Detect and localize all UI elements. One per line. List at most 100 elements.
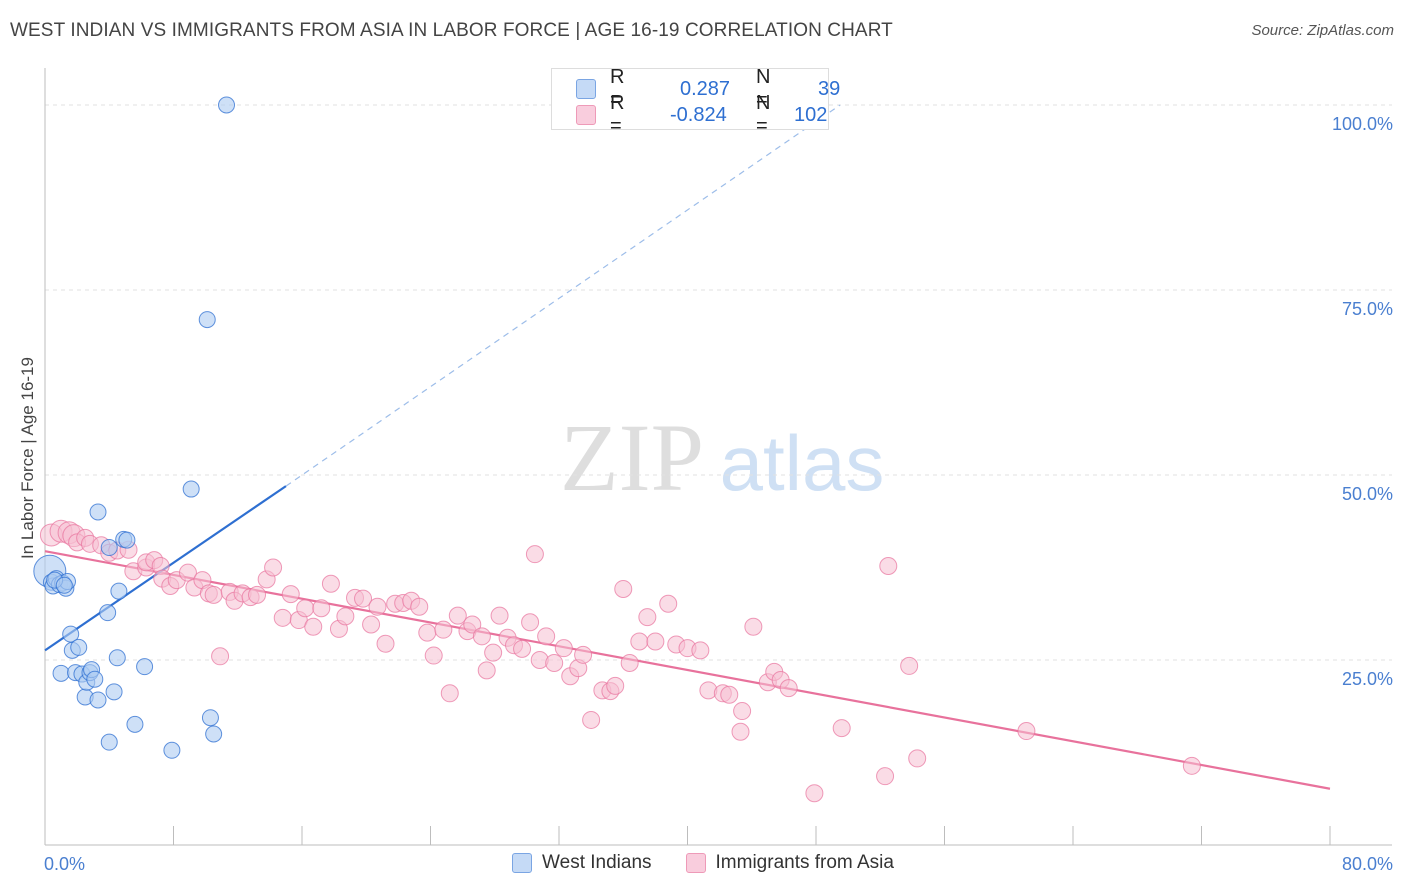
source-note: Source: ZipAtlas.com <box>1251 22 1394 39</box>
pink-point <box>744 617 763 636</box>
watermark-zip: ZIP <box>560 404 704 511</box>
stats-legend: R = 0.287 N = 39 R = -0.824 N = 102 <box>551 66 840 137</box>
legend-item-west-indians: West Indians <box>512 852 652 874</box>
legend-item-immigrants-from-asia: Immigrants from Asia <box>685 852 894 874</box>
pink-point <box>304 617 323 636</box>
pink-point <box>731 722 750 741</box>
pink-point <box>477 661 496 680</box>
blue-point <box>100 733 118 751</box>
pink-point <box>248 585 267 604</box>
y-tick-label: 100.0% <box>1332 114 1393 134</box>
pink-point <box>362 615 381 634</box>
pink-point <box>204 585 223 604</box>
pink-point <box>296 599 315 618</box>
pink-point <box>614 579 633 598</box>
pink-point <box>691 641 710 660</box>
pink-point <box>448 606 467 625</box>
pink-point <box>312 599 331 618</box>
pink-point <box>368 597 387 616</box>
blue-point <box>198 311 216 329</box>
legend-label-immigrants-from-asia: Immigrants from Asia <box>715 852 894 873</box>
pink-point <box>1017 722 1036 741</box>
pink-point <box>321 574 340 593</box>
pink-point <box>646 632 665 651</box>
pink-point <box>900 656 919 675</box>
blue-point <box>89 503 107 521</box>
legend-label-west-indians: West Indians <box>542 852 652 873</box>
blue-point <box>205 725 223 743</box>
pink-point <box>908 749 927 768</box>
pink-point <box>424 646 443 665</box>
pink-point <box>620 653 639 672</box>
pink-point <box>273 608 292 627</box>
pink-point <box>525 545 544 564</box>
pink-point <box>805 784 824 803</box>
pink-point <box>281 585 300 604</box>
blue-point <box>89 691 107 709</box>
pink-point <box>490 606 509 625</box>
pink-point <box>530 651 549 669</box>
blue-point <box>99 604 117 622</box>
n-label: N = <box>756 66 771 111</box>
pink-point <box>376 634 395 653</box>
pink-point <box>779 679 798 698</box>
pink-point <box>484 643 503 662</box>
west-indians-points <box>33 96 236 759</box>
immigrants-from-asia-points <box>39 519 1201 803</box>
x-tick-label: 0.0% <box>44 854 85 874</box>
pink-point <box>1182 756 1201 775</box>
pink-point <box>537 627 556 646</box>
pink-point <box>440 684 459 703</box>
r-label: R = <box>610 66 625 111</box>
gridlines <box>45 104 1392 661</box>
pink-point <box>638 608 657 627</box>
pink-point <box>211 647 230 666</box>
pink-point <box>264 558 283 577</box>
blue-point <box>52 664 70 682</box>
y-tick-label: 50.0% <box>1342 484 1393 504</box>
pink-point <box>733 702 752 721</box>
blue-point <box>105 683 123 701</box>
blue-point <box>108 649 126 667</box>
pink-point <box>832 719 851 738</box>
blue-point <box>86 670 104 688</box>
y-tick-label: 75.0% <box>1342 299 1393 319</box>
pink-point <box>659 594 678 613</box>
watermark: ZIP atlas <box>560 404 884 511</box>
pink-point <box>879 557 898 576</box>
blue-point <box>118 531 136 549</box>
n-label: N = <box>756 92 771 137</box>
pink-point <box>606 676 625 695</box>
pink-point <box>463 615 482 634</box>
pink-point <box>630 632 649 651</box>
chart-title: WEST INDIAN VS IMMIGRANTS FROM ASIA IN L… <box>10 20 893 41</box>
blue-point <box>201 709 219 727</box>
legend-swatch-pink <box>685 853 706 873</box>
pink-point <box>434 620 453 639</box>
west-indians-trend-extension <box>285 104 841 487</box>
blue-point <box>163 741 181 759</box>
blue-point <box>110 582 128 600</box>
pink-point <box>410 597 429 616</box>
pink-point <box>472 627 491 646</box>
legend-swatch-pink <box>576 105 596 125</box>
pink-point <box>582 710 601 729</box>
y-tick-label: 25.0% <box>1342 669 1393 689</box>
r-value: 0.287 <box>680 77 731 100</box>
x-tick-label: 80.0% <box>1342 854 1393 874</box>
pink-point <box>545 653 564 672</box>
blue-point <box>218 96 236 114</box>
pink-point <box>513 639 532 658</box>
pink-point <box>354 589 373 608</box>
blue-point <box>182 480 200 498</box>
pink-point <box>554 639 573 658</box>
pink-point <box>521 613 540 632</box>
series-legend: West Indians Immigrants from Asia <box>0 852 1406 874</box>
pink-point <box>418 623 437 642</box>
axes <box>44 68 1392 846</box>
legend-swatch-blue <box>512 853 533 873</box>
pink-point <box>336 607 355 626</box>
pink-point <box>876 767 895 786</box>
blue-point <box>55 576 73 594</box>
